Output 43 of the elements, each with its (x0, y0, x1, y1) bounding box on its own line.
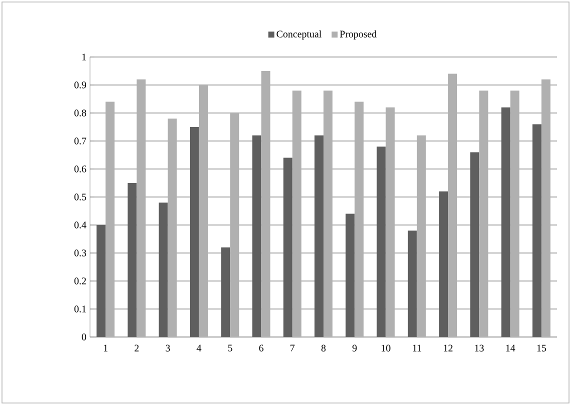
x-tick-label: 7 (290, 344, 295, 352)
bar (252, 135, 262, 337)
x-tick-label: 1 (104, 344, 108, 352)
x-tick-label: 12 (444, 344, 452, 352)
y-tick-label: 0.6 (74, 166, 86, 172)
x-tick-label: 3 (166, 344, 170, 352)
bar (190, 126, 199, 337)
x-tick-label: 9 (352, 344, 357, 352)
bar (408, 230, 417, 337)
y-tick-label: 0.3 (74, 250, 86, 256)
bar (158, 202, 168, 337)
y-tick-label: 0 (82, 334, 86, 340)
x-tick-label: 13 (475, 344, 484, 352)
y-tick-label: 0.9 (74, 82, 86, 88)
bar (470, 152, 480, 337)
bar (532, 124, 542, 337)
x-tick-label: 2 (134, 344, 139, 352)
y-tick-label: 0.7 (74, 138, 86, 144)
y-tick-label: 0.5 (74, 194, 86, 200)
x-tick-label: 8 (321, 344, 326, 352)
y-tick-label: 0.2 (74, 278, 86, 284)
x-tick-label: 10 (382, 344, 390, 352)
y-tick-label: 0.1 (74, 306, 86, 312)
bar (283, 158, 292, 337)
bar (439, 191, 448, 337)
bar (221, 247, 230, 337)
legend-label: Proposed (340, 30, 377, 40)
y-tick-label: 0.8 (74, 110, 86, 116)
y-tick-label: 0.4 (74, 222, 86, 228)
x-tick-label: 14 (506, 344, 516, 352)
bar (376, 146, 386, 337)
bar (96, 225, 106, 337)
x-tick-label: 11 (412, 344, 422, 352)
x-tick-label: 6 (259, 344, 264, 352)
bar (128, 182, 137, 337)
bar (346, 214, 355, 337)
bar (314, 135, 324, 337)
x-tick-label: 15 (537, 344, 546, 352)
x-tick-label: 4 (196, 344, 202, 352)
y-tick-label: 1 (82, 54, 86, 60)
legend-label: Conceptual (276, 30, 322, 40)
x-tick-label: 5 (228, 344, 232, 352)
bar (501, 107, 510, 337)
